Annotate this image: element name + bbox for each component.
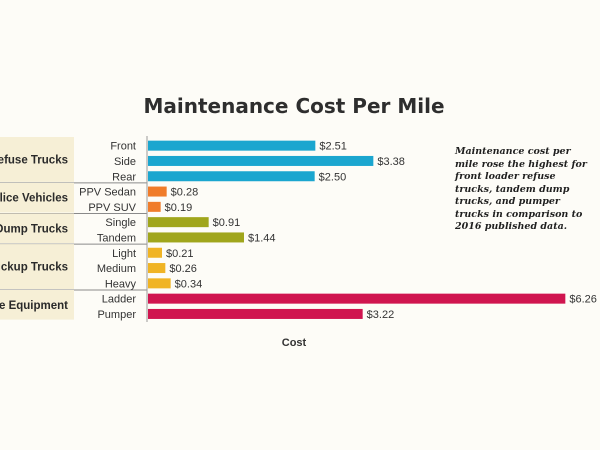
value-label: $0.26 bbox=[169, 263, 197, 275]
value-label: $0.21 bbox=[166, 248, 194, 260]
category-label: Single bbox=[105, 217, 136, 229]
group-band bbox=[0, 137, 74, 182]
group-labels: Refuse Trucks Police Vehicles Dump Trucks P… bbox=[0, 137, 147, 320]
group-label: Fire Equipment bbox=[0, 300, 68, 312]
bar bbox=[148, 263, 166, 274]
category-label: Rear bbox=[112, 171, 136, 183]
category-label: Ladder bbox=[102, 294, 137, 306]
category-label: Side bbox=[114, 156, 136, 168]
bar bbox=[148, 171, 315, 182]
category-label: Heavy bbox=[105, 278, 137, 290]
bar bbox=[148, 278, 171, 289]
category-label: Tandem bbox=[97, 232, 136, 244]
value-label: $1.44 bbox=[248, 232, 276, 244]
group-label: Pickup Trucks bbox=[0, 262, 68, 274]
bar bbox=[148, 308, 363, 319]
bar bbox=[148, 201, 161, 212]
value-label: $2.50 bbox=[319, 171, 347, 183]
bar bbox=[148, 186, 167, 197]
category-label: Medium bbox=[97, 263, 136, 275]
value-label: $6.26 bbox=[569, 294, 597, 306]
category-label: Pumper bbox=[97, 309, 136, 321]
x-axis-label: Cost bbox=[282, 337, 307, 349]
chart-title: Maintenance Cost Per Mile bbox=[143, 94, 444, 118]
chart-annotation: Maintenance cost per mile rose the highe… bbox=[455, 146, 587, 232]
category-label: PPV Sedan bbox=[79, 187, 136, 199]
group-band bbox=[0, 182, 74, 213]
bar bbox=[148, 293, 566, 304]
bar bbox=[148, 217, 209, 228]
group-label: Refuse Trucks bbox=[0, 154, 68, 166]
value-label: $0.91 bbox=[213, 217, 241, 229]
category-label: Front bbox=[110, 141, 136, 153]
value-label: $3.22 bbox=[367, 309, 395, 321]
group-label: Police Vehicles bbox=[0, 193, 68, 205]
value-label: $3.38 bbox=[377, 156, 405, 168]
group-label: Dump Trucks bbox=[0, 223, 68, 235]
category-label: Light bbox=[112, 248, 136, 260]
value-label: $0.19 bbox=[165, 202, 193, 214]
group-band bbox=[0, 290, 74, 320]
bar bbox=[148, 247, 162, 258]
value-label: $0.34 bbox=[175, 278, 203, 290]
bars: Front $2.51 Side $3.38 Rear $2.50 PPV Sedan $0.… bbox=[79, 140, 597, 321]
value-label: $0.28 bbox=[171, 187, 199, 199]
group-band bbox=[0, 213, 74, 244]
group-band bbox=[0, 244, 74, 289]
bar bbox=[148, 155, 374, 166]
category-label: PPV SUV bbox=[88, 202, 136, 214]
bar bbox=[148, 140, 316, 151]
bar bbox=[148, 232, 244, 243]
value-label: $2.51 bbox=[319, 141, 347, 153]
